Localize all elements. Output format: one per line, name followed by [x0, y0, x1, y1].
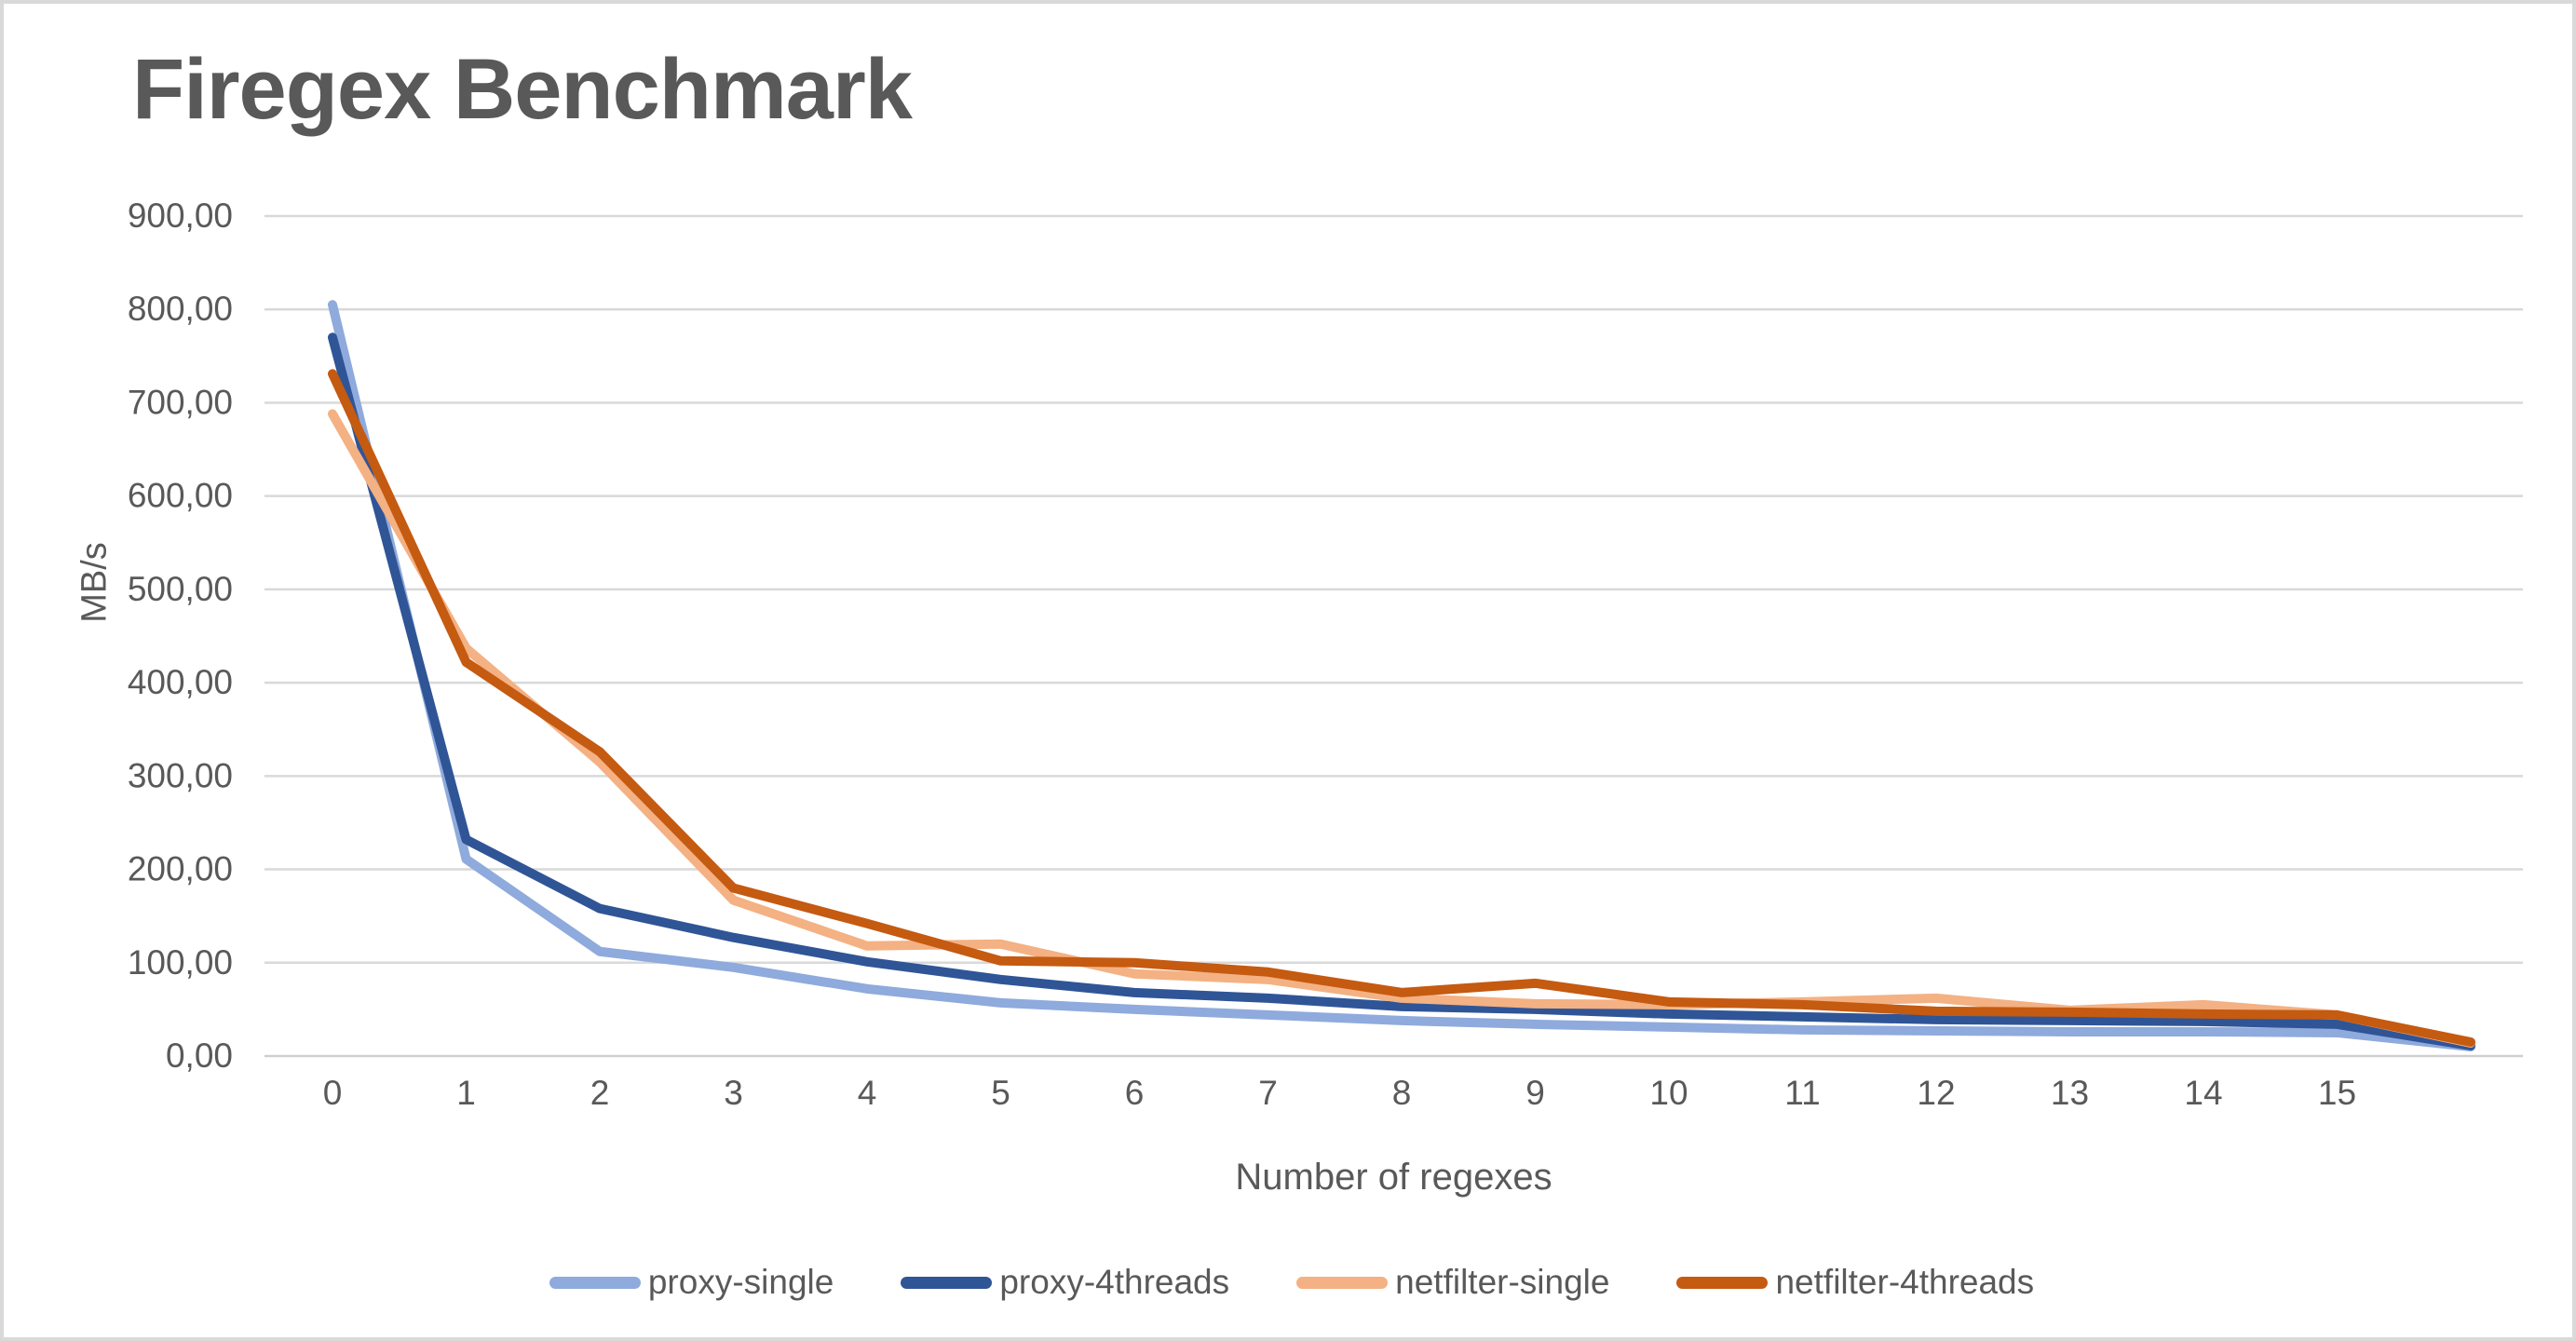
y-tick-label: 300,00 [128, 756, 233, 794]
legend-label: proxy-4threads [999, 1263, 1230, 1301]
legend-swatch-netfilter-4threads [1676, 1276, 1769, 1289]
x-tick-label: 4 [858, 1074, 877, 1112]
x-tick-label: 13 [2051, 1074, 2089, 1112]
x-tick-label: 5 [991, 1074, 1010, 1112]
x-tick-label: 9 [1525, 1074, 1545, 1112]
x-tick-label: 12 [1917, 1074, 1955, 1112]
series-line-netfilter-single [328, 409, 2475, 1048]
x-tick-label: 15 [2318, 1074, 2356, 1112]
x-tick-label: 1 [456, 1074, 476, 1112]
x-tick-label: 0 [323, 1074, 343, 1112]
x-tick-label: 6 [1125, 1074, 1145, 1112]
y-tick-label: 500,00 [128, 570, 233, 608]
series-line-netfilter-4threads [328, 369, 2475, 1047]
y-tick-label: 900,00 [128, 196, 233, 235]
x-tick-label: 2 [590, 1074, 610, 1112]
y-tick-label: 400,00 [128, 663, 233, 701]
x-tick-label: 3 [724, 1074, 743, 1112]
y-tick-label: 700,00 [128, 383, 233, 421]
y-tick-label: 800,00 [128, 290, 233, 328]
legend-label: proxy-single [647, 1263, 834, 1301]
y-tick-label: 200,00 [128, 850, 233, 888]
legend-item-proxy-single: proxy-single [549, 1263, 834, 1302]
x-tick-label: 7 [1258, 1074, 1278, 1112]
legend-swatch-proxy-single [549, 1276, 641, 1289]
y-tick-label: 600,00 [128, 477, 233, 515]
y-tick-label: 100,00 [128, 943, 233, 982]
legend-item-netfilter-4threads: netfilter-4threads [1676, 1263, 2034, 1302]
y-axis-title: MB/s [75, 542, 115, 623]
series-line-proxy-4threads [328, 332, 2475, 1050]
x-tick-label: 10 [1649, 1074, 1688, 1112]
series-line-proxy-single [328, 300, 2475, 1051]
legend-swatch-proxy-4threads [901, 1276, 993, 1289]
y-tick-label: 0,00 [166, 1036, 233, 1075]
legend-item-proxy-4threads: proxy-4threads [901, 1263, 1229, 1302]
x-tick-label: 11 [1784, 1074, 1820, 1112]
chart-title: Firegex Benchmark [132, 42, 913, 137]
legend-swatch-netfilter-single [1296, 1276, 1389, 1289]
x-axis-title: Number of regexes [1235, 1157, 1552, 1198]
legend-item-netfilter-single: netfilter-single [1296, 1263, 1609, 1302]
plot-area: 0,00 100,00 200,00 300,00 400,00 500,00 600,00… [128, 196, 2523, 1112]
x-tick-label: 8 [1392, 1074, 1412, 1112]
legend-label: netfilter-4threads [1775, 1263, 2035, 1301]
legend: proxy-single proxy-4threads netfilter-sing… [4, 1263, 2572, 1302]
x-tick-label: 14 [2184, 1074, 2222, 1112]
legend-label: netfilter-single [1395, 1263, 1610, 1301]
